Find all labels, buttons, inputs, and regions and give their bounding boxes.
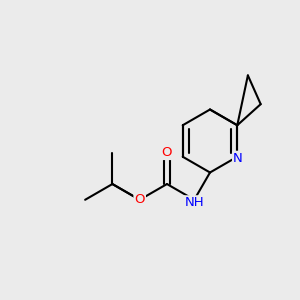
Text: N: N xyxy=(233,152,243,165)
Text: NH: NH xyxy=(184,196,204,209)
Text: O: O xyxy=(134,193,145,206)
Text: O: O xyxy=(162,146,172,159)
